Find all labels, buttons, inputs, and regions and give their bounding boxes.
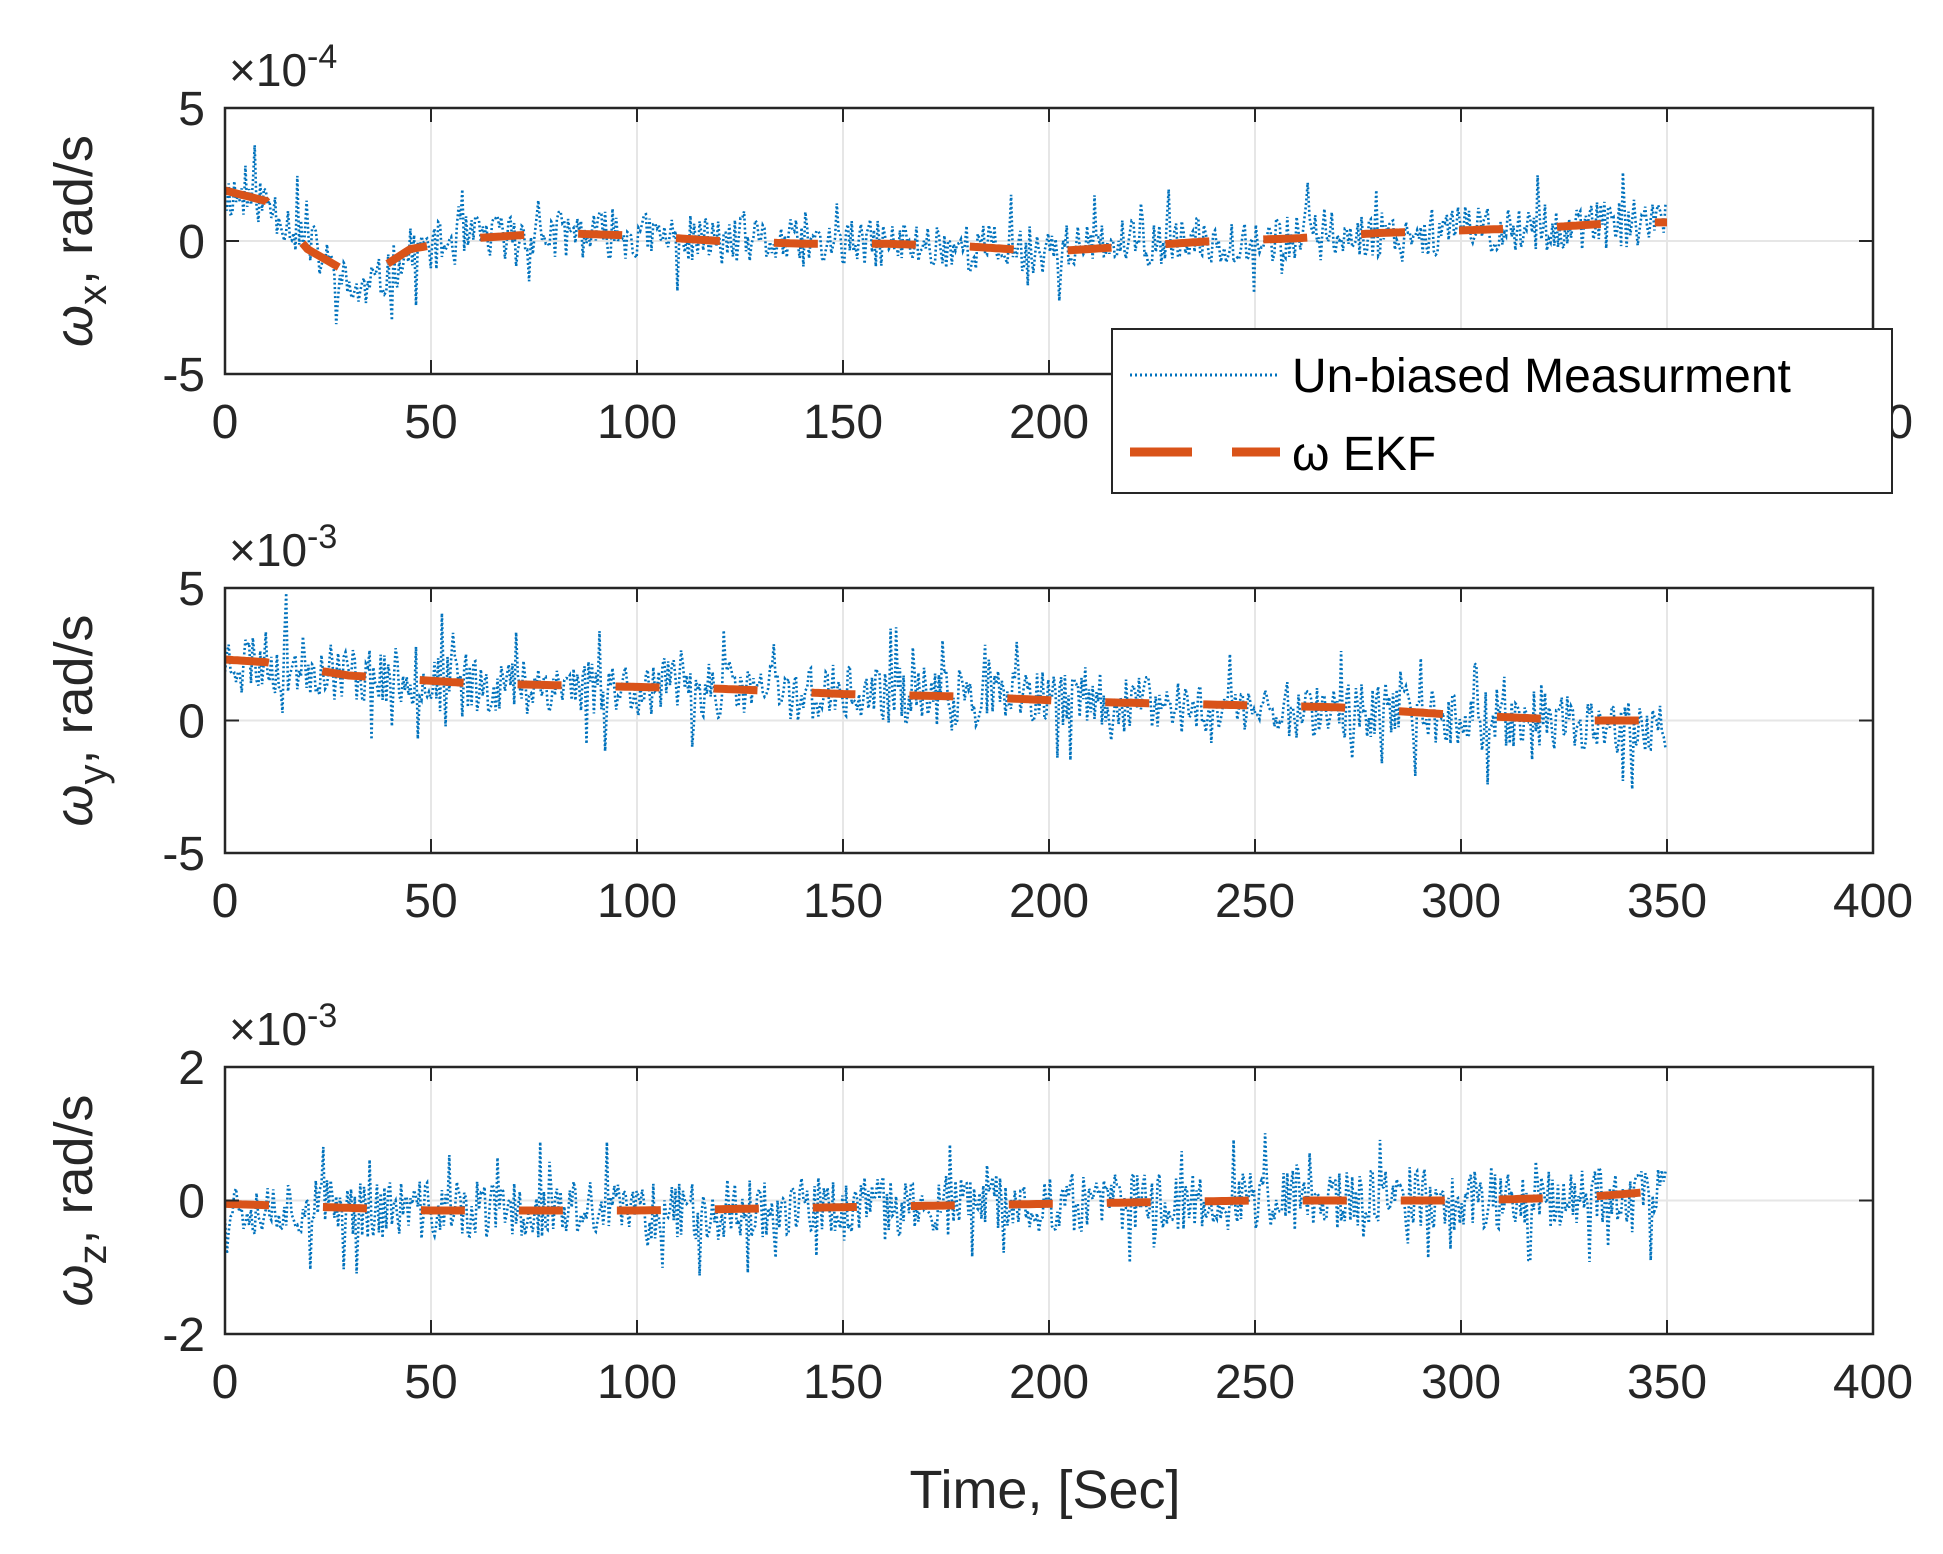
x-axis-title: Time, [Sec] [909,1460,1180,1520]
x-tick-label: 0 [212,1356,239,1409]
series-ekf-omega-x [225,186,1667,280]
y-axis-title: ωz, rad/s [44,1094,115,1306]
y-exponent-label: ×10-3 [229,518,337,576]
series-ekf-omega-y [225,655,1667,725]
x-tick-label: 200 [1009,875,1089,928]
y-tick-label: -2 [162,1309,205,1362]
legend-label-ekf: ω EKF [1292,428,1436,481]
x-tick-label: 150 [803,396,883,449]
series-ekf-omega-z [225,1186,1668,1215]
x-tick-label: 250 [1215,875,1295,928]
y-axis-title: ωx, rad/s [44,135,115,347]
y-tick-label: 0 [178,696,205,749]
x-tick-label: 400 [1833,875,1913,928]
plot-area [225,145,1667,325]
y-axis-title: ωy, rad/s [44,614,115,826]
x-tick-label: 0 [212,396,239,449]
x-tick-label: 150 [803,875,883,928]
y-tick-label: -5 [162,349,205,402]
x-tick-label: 200 [1009,396,1089,449]
y-tick-label: 0 [178,1176,205,1229]
y-tick-label: -5 [162,828,205,881]
x-tick-label: 100 [597,1356,677,1409]
x-tick-label: 50 [404,1356,457,1409]
series-measurement-omega-x [225,145,1667,325]
y-exponent-label: ×10-3 [229,997,337,1055]
y-tick-label: 5 [178,563,205,616]
x-tick-label: 150 [803,1356,883,1409]
legend-label-measurement: Un-biased Measurment [1292,350,1791,403]
plot-area [225,592,1667,790]
legend-box [1111,328,1893,494]
legend: Un-biased Measurment ω EKF [1111,328,1893,494]
plot-area [225,1133,1668,1276]
series-measurement-omega-y [225,592,1667,790]
x-tick-label: 250 [1215,1356,1295,1409]
y-exponent-label: ×10-4 [229,38,337,96]
x-tick-label: 350 [1627,1356,1707,1409]
x-tick-label: 0 [212,875,239,928]
panel-omega-z: 0 50 100 150 200 250 300 350 400-202×10-3ωz, rad… [44,997,1913,1409]
x-tick-label: 350 [1627,875,1707,928]
x-tick-label: 300 [1421,1356,1501,1409]
y-tick-label: 2 [178,1042,205,1095]
series-measurement-omega-z [225,1133,1667,1276]
x-tick-label: 100 [597,396,677,449]
x-tick-label: 100 [597,875,677,928]
x-tick-label: 400 [1833,1356,1913,1409]
x-tick-label: 300 [1421,875,1501,928]
y-tick-label: 5 [178,83,205,136]
x-tick-label: 50 [404,875,457,928]
panel-omega-y: 0 50 100 150 200 250 300 350 400-505×10-3ωy, rad… [44,518,1913,928]
y-tick-label: 0 [178,216,205,269]
x-tick-label: 200 [1009,1356,1089,1409]
x-tick-label: 50 [404,396,457,449]
